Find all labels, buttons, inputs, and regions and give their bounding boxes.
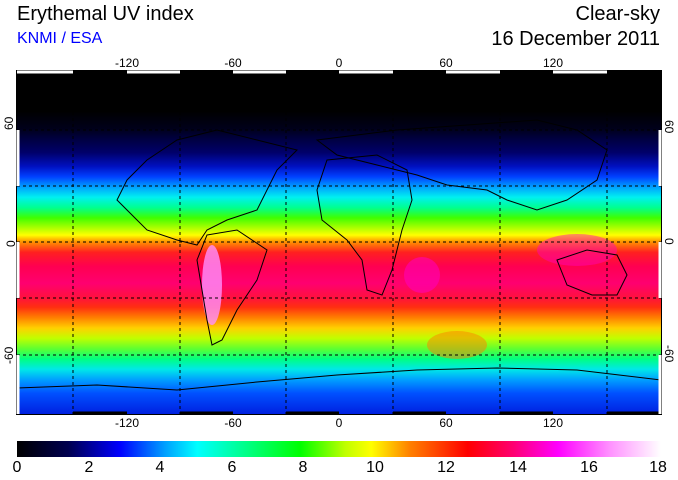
lat-tick-right: 60 (662, 120, 676, 134)
colorbar-tick: 14 (509, 459, 527, 476)
source-label: KNMI / ESA (17, 30, 103, 47)
lon-tick-top: 0 (335, 56, 343, 70)
lon-tick-top: -60 (224, 56, 242, 70)
lon-tick-bottom: -60 (224, 416, 242, 430)
colorbar-tick: 6 (227, 459, 237, 476)
lon-tick-top: 120 (542, 56, 564, 70)
andes-maximum (202, 245, 222, 325)
lon-tick-bottom: 0 (335, 416, 343, 430)
lon-tick-bottom: 120 (542, 416, 564, 430)
lat-tick-right: 0 (662, 238, 676, 245)
colorbar-tick: 18 (649, 459, 667, 476)
colorbar-tick: 12 (437, 459, 455, 476)
australia-maximum (537, 234, 617, 266)
colorbar-tick: 0 (12, 459, 22, 476)
colorbar-tick: 4 (155, 459, 165, 476)
africa-maximum (404, 257, 440, 293)
colorbar-tick: 2 (84, 459, 94, 476)
lat-tick-left: 60 (2, 116, 16, 130)
lat-tick-left: 0 (4, 240, 18, 247)
lon-tick-bottom: -120 (114, 416, 140, 430)
lat-tick-right: -60 (662, 345, 676, 363)
map-overlay (17, 70, 661, 414)
lon-tick-bottom: 60 (439, 416, 453, 430)
graticule (17, 70, 661, 414)
date-label: 16 December 2011 (491, 28, 660, 50)
uv-index-map (17, 70, 661, 414)
colorbar-tick: 10 (366, 459, 384, 476)
uv-colorbar (17, 441, 661, 457)
lon-tick-top: 60 (439, 56, 453, 70)
lon-tick-top: -120 (114, 56, 140, 70)
colorbar-tick: 8 (298, 459, 308, 476)
sky-condition-label: Clear-sky (575, 3, 660, 25)
map-title: Erythemal UV index (17, 3, 194, 25)
colorbar-tick: 16 (580, 459, 598, 476)
lat-tick-left: -60 (2, 346, 16, 364)
